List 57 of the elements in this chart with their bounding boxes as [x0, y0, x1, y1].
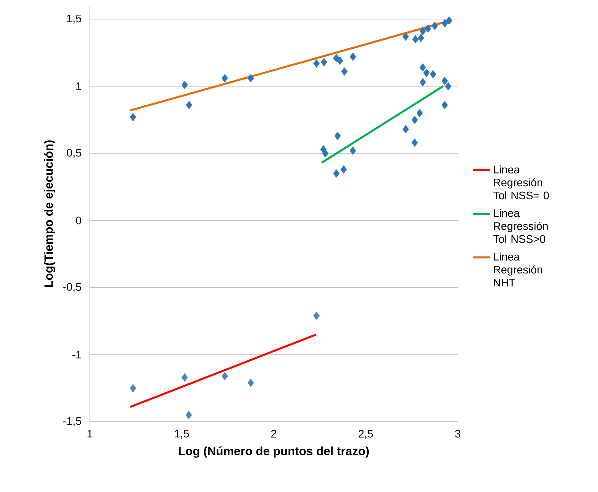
x-tick-label: 1 [88, 430, 93, 438]
y-tick-label: 0,5 [67, 149, 82, 158]
x-tick-label: 2,5 [358, 430, 374, 440]
point [337, 56, 344, 66]
y-tick-label: -1 [72, 351, 82, 359]
point [416, 109, 424, 118]
point [446, 16, 453, 25]
point [130, 384, 136, 393]
point [420, 64, 426, 72]
point [430, 70, 437, 79]
y-tick-label: 1 [76, 82, 82, 90]
point [334, 132, 342, 140]
point [341, 68, 348, 76]
point [314, 60, 320, 68]
point [248, 74, 254, 83]
point [402, 32, 410, 42]
x-tick-label: 3 [455, 430, 461, 438]
point [321, 58, 328, 67]
point [412, 116, 418, 124]
point [182, 374, 188, 382]
point [186, 411, 192, 420]
point [418, 34, 424, 42]
point [424, 68, 430, 78]
point [442, 76, 448, 86]
x-tick-label: 1,5 [175, 430, 190, 440]
point [248, 378, 254, 388]
legend-label: Linea Regresión NHT [494, 252, 542, 287]
point [130, 113, 136, 122]
x-axis-title: Log (Número de puntos del trazo) [179, 446, 370, 458]
point [314, 312, 320, 320]
y-tick-label: -1,5 [63, 418, 82, 426]
point [182, 80, 188, 90]
point [412, 138, 418, 148]
legend-label: Linea Regressión Tol NSS>0 [493, 209, 548, 244]
point [350, 52, 356, 62]
point [340, 166, 348, 174]
y-tick-label: -0,5 [63, 283, 82, 292]
point [442, 19, 448, 28]
point [186, 101, 193, 110]
y-tick-label: 0 [76, 216, 82, 225]
x-tick-label: 2 [272, 430, 276, 438]
point [350, 146, 356, 156]
legend-label: Linea Regresión Tol NSS= 0 [493, 166, 550, 200]
point [222, 74, 228, 83]
y-axis-title: Log(Tiempo de ejecución) [44, 140, 56, 288]
point [412, 35, 419, 44]
y-tick-label: 1,5 [67, 14, 82, 24]
point [445, 82, 452, 91]
point [420, 27, 426, 36]
point [432, 22, 438, 30]
point [402, 125, 410, 134]
point [425, 24, 432, 33]
point [333, 170, 340, 178]
point [442, 101, 448, 110]
point [222, 372, 228, 381]
point [322, 149, 329, 158]
point [420, 78, 426, 87]
